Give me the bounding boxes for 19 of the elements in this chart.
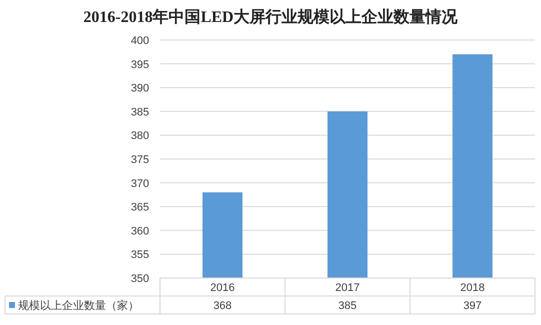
x-tick-label: 2018: [460, 282, 485, 294]
y-tick-label: 390: [130, 82, 150, 95]
y-tick-label: 375: [130, 154, 150, 166]
y-tick-label: 380: [130, 130, 150, 142]
x-tick-label: 2016: [210, 282, 235, 294]
legend-label: 规模以上企业数量（家）: [18, 299, 139, 312]
y-tick-label: 395: [130, 58, 150, 71]
data-label: 385: [338, 300, 357, 312]
data-label: 368: [213, 300, 232, 312]
y-tick-label: 400: [130, 35, 150, 47]
y-tick-label: 360: [130, 225, 150, 238]
x-tick-label: 2017: [335, 282, 360, 294]
y-tick-label: 350: [130, 273, 150, 285]
data-label: 397: [463, 300, 482, 312]
chart-title: 2016-2018年中国LED大屏行业规模以上企业数量情况: [83, 8, 459, 26]
y-tick-label: 385: [130, 106, 150, 118]
y-tick-label: 370: [130, 178, 150, 190]
y-tick-label: 365: [130, 202, 150, 214]
y-tick-label: 355: [130, 249, 150, 262]
